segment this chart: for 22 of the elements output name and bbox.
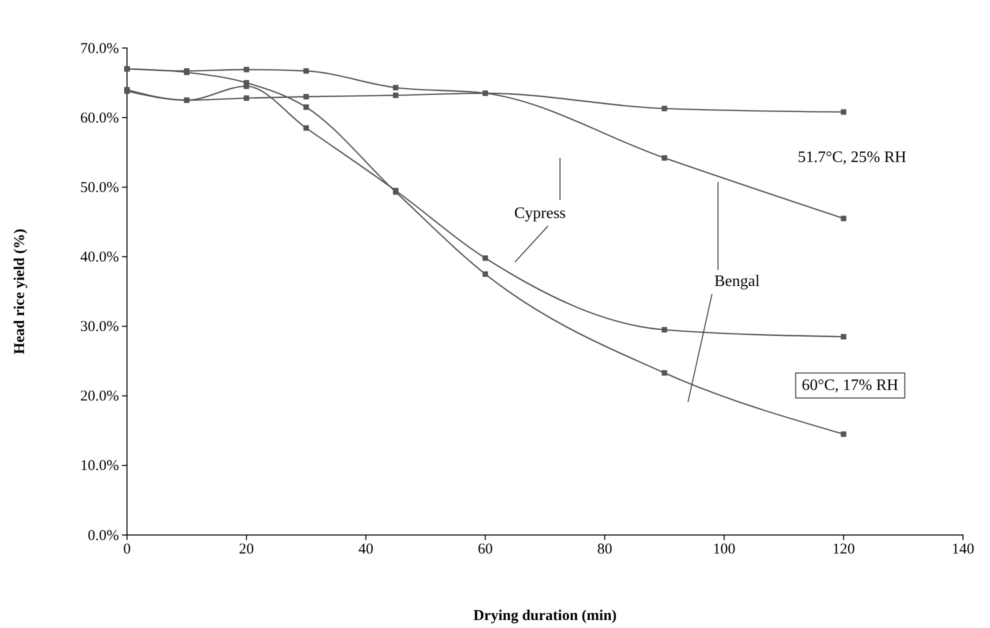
y-tick-label: 0.0% (88, 528, 119, 544)
y-tick-label: 20.0% (80, 388, 119, 405)
y-tick-label: 70.0% (80, 40, 119, 57)
y-axis-title: Head rice yield (%) (12, 228, 28, 354)
x-tick-label: 40 (358, 542, 374, 558)
y-tick-label: 50.0% (80, 180, 119, 196)
y-tick-label: 40.0% (80, 250, 119, 266)
y-tick-label: 30.0% (80, 319, 119, 336)
y-tick-label: 10.0% (80, 458, 119, 474)
x-tick-label: 80 (597, 542, 612, 558)
x-tick-label: 140 (952, 542, 974, 558)
x-axis-title: Drying duration (min) (473, 608, 617, 624)
y-tick-label: 60.0% (80, 110, 119, 126)
annotation: 60°C, 17% RH (802, 377, 899, 394)
x-tick-label: 60 (478, 542, 493, 558)
annotation: Bengal (714, 273, 760, 290)
x-tick-label: 20 (238, 542, 254, 558)
annotation: Cypress (514, 205, 566, 222)
x-tick-label: 120 (832, 542, 855, 558)
x-tick-label: 100 (712, 542, 736, 558)
x-tick-label: 0 (123, 542, 131, 558)
annotation: 51.7°C, 25% RH (798, 149, 907, 166)
